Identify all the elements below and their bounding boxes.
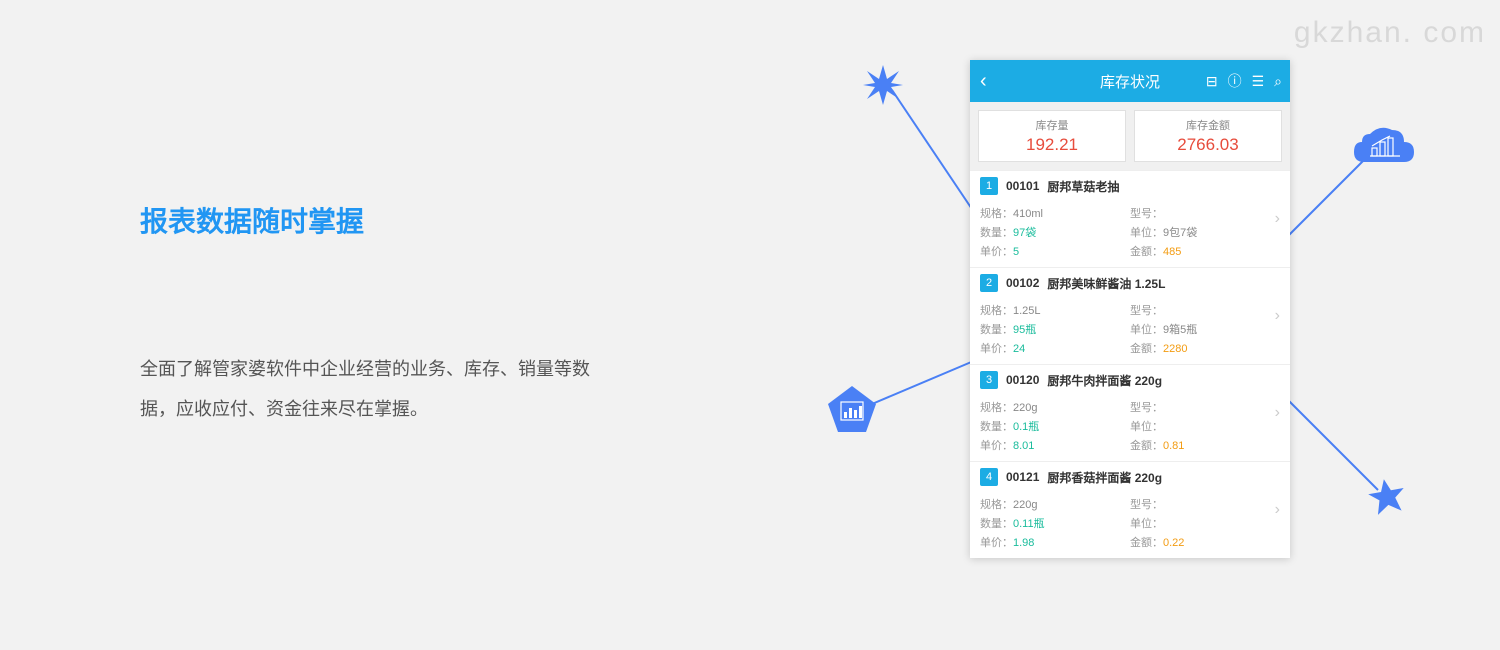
star-icon bbox=[1366, 476, 1408, 518]
spec-label: 规格： bbox=[980, 305, 1013, 317]
summary-value: 192.21 bbox=[979, 135, 1125, 155]
price-label: 单价： bbox=[980, 246, 1013, 258]
summary-stock-qty[interactable]: 库存量 192.21 bbox=[978, 110, 1126, 162]
spec-label: 规格： bbox=[980, 499, 1013, 511]
summary-label: 库存金额 bbox=[1135, 117, 1281, 133]
item-number-badge: 2 bbox=[980, 274, 998, 292]
model-label: 型号： bbox=[1130, 305, 1163, 317]
item-name: 厨邦香菇拌面酱 220g bbox=[1047, 469, 1162, 486]
price-value: 24 bbox=[1013, 343, 1025, 355]
item-details: 规格：220g 型号： 数量：0.1瓶 单位： 单价：8.01 金额：0.81 bbox=[970, 395, 1290, 461]
item-number-badge: 3 bbox=[980, 371, 998, 389]
phone-mockup: ‹ 库存状况 ⊟ ⓘ ☰ ⌕ 库存量 192.21 库存金额 2766.03 1… bbox=[970, 60, 1290, 558]
item-details: 规格：410ml 型号： 数量：97袋 单位：9包7袋 单价：5 金额：485 bbox=[970, 201, 1290, 267]
spec-value: 1.25L bbox=[1013, 305, 1041, 317]
qty-value: 97袋 bbox=[1013, 227, 1036, 239]
amount-value: 0.81 bbox=[1163, 440, 1184, 452]
feature-title: 报表数据随时掌握 bbox=[140, 200, 600, 240]
qty-label: 数量： bbox=[980, 227, 1013, 239]
info-icon[interactable]: ⓘ bbox=[1228, 71, 1242, 91]
list-icon[interactable]: ☰ bbox=[1252, 73, 1265, 90]
item-name: 厨邦牛肉拌面酱 220g bbox=[1047, 372, 1162, 389]
item-header: 1 00101 厨邦草菇老抽 bbox=[970, 171, 1290, 201]
item-name: 厨邦草菇老抽 bbox=[1047, 178, 1119, 195]
header-actions: ⊟ ⓘ ☰ ⌕ bbox=[1206, 71, 1282, 91]
item-details: 规格：1.25L 型号： 数量：95瓶 单位：9箱5瓶 单价：24 金额：228… bbox=[970, 298, 1290, 364]
chevron-right-icon: › bbox=[1275, 501, 1280, 519]
inventory-item[interactable]: 3 00120 厨邦牛肉拌面酱 220g 规格：220g 型号： 数量：0.1瓶… bbox=[970, 364, 1290, 461]
spec-value: 220g bbox=[1013, 499, 1037, 511]
amount-value: 0.22 bbox=[1163, 537, 1184, 549]
item-code: 00101 bbox=[1006, 179, 1039, 193]
feature-description: 全面了解管家婆软件中企业经营的业务、库存、销量等数据，应收应付、资金往来尽在掌握… bbox=[140, 350, 600, 429]
item-number-badge: 1 bbox=[980, 177, 998, 195]
price-value: 1.98 bbox=[1013, 537, 1034, 549]
cloud-chart-icon bbox=[1352, 120, 1416, 176]
unit-label: 单位： bbox=[1130, 324, 1163, 336]
chevron-right-icon: › bbox=[1275, 210, 1280, 228]
qty-value: 95瓶 bbox=[1013, 324, 1036, 336]
amount-label: 金额： bbox=[1130, 537, 1163, 549]
spec-label: 规格： bbox=[980, 402, 1013, 414]
amount-value: 485 bbox=[1163, 246, 1181, 258]
amount-label: 金额： bbox=[1130, 343, 1163, 355]
spec-value: 410ml bbox=[1013, 208, 1043, 220]
inventory-item[interactable]: 2 00102 厨邦美味鲜酱油 1.25L 规格：1.25L 型号： 数量：95… bbox=[970, 267, 1290, 364]
price-label: 单价： bbox=[980, 343, 1013, 355]
summary-row: 库存量 192.21 库存金额 2766.03 bbox=[970, 102, 1290, 170]
qty-value: 0.1瓶 bbox=[1013, 421, 1039, 433]
page-title: 库存状况 bbox=[1100, 71, 1160, 92]
model-label: 型号： bbox=[1130, 208, 1163, 220]
burst-icon bbox=[860, 62, 906, 108]
item-code: 00121 bbox=[1006, 470, 1039, 484]
model-label: 型号： bbox=[1130, 402, 1163, 414]
qty-label: 数量： bbox=[980, 518, 1013, 530]
item-number-badge: 4 bbox=[980, 468, 998, 486]
item-header: 4 00121 厨邦香菇拌面酱 220g bbox=[970, 462, 1290, 492]
scan-icon[interactable]: ⊟ bbox=[1206, 73, 1218, 90]
unit-value: 9箱5瓶 bbox=[1163, 324, 1197, 336]
chevron-right-icon: › bbox=[1275, 404, 1280, 422]
price-label: 单价： bbox=[980, 537, 1013, 549]
item-name: 厨邦美味鲜酱油 1.25L bbox=[1047, 275, 1165, 292]
qty-label: 数量： bbox=[980, 421, 1013, 433]
model-label: 型号： bbox=[1130, 499, 1163, 511]
unit-label: 单位： bbox=[1130, 421, 1163, 433]
price-value: 8.01 bbox=[1013, 440, 1034, 452]
amount-value: 2280 bbox=[1163, 343, 1187, 355]
qty-value: 0.11瓶 bbox=[1013, 518, 1045, 530]
item-header: 2 00102 厨邦美味鲜酱油 1.25L bbox=[970, 268, 1290, 298]
spec-label: 规格： bbox=[980, 208, 1013, 220]
summary-label: 库存量 bbox=[979, 117, 1125, 133]
item-code: 00120 bbox=[1006, 373, 1039, 387]
spec-value: 220g bbox=[1013, 402, 1037, 414]
watermark-text: gkzhan. com bbox=[1294, 16, 1486, 50]
app-header: ‹ 库存状况 ⊟ ⓘ ☰ ⌕ bbox=[970, 60, 1290, 102]
inventory-item[interactable]: 4 00121 厨邦香菇拌面酱 220g 规格：220g 型号： 数量：0.11… bbox=[970, 461, 1290, 558]
unit-label: 单位： bbox=[1130, 518, 1163, 530]
item-details: 规格：220g 型号： 数量：0.11瓶 单位： 单价：1.98 金额：0.22 bbox=[970, 492, 1290, 558]
summary-stock-amount[interactable]: 库存金额 2766.03 bbox=[1134, 110, 1282, 162]
inventory-item[interactable]: 1 00101 厨邦草菇老抽 规格：410ml 型号： 数量：97袋 单位：9包… bbox=[970, 170, 1290, 267]
pentagon-chart-icon bbox=[826, 384, 878, 436]
feature-text-block: 报表数据随时掌握 全面了解管家婆软件中企业经营的业务、库存、销量等数据，应收应付… bbox=[140, 200, 600, 429]
inventory-list: 1 00101 厨邦草菇老抽 规格：410ml 型号： 数量：97袋 单位：9包… bbox=[970, 170, 1290, 558]
amount-label: 金额： bbox=[1130, 440, 1163, 452]
unit-value: 9包7袋 bbox=[1163, 227, 1197, 239]
amount-label: 金额： bbox=[1130, 246, 1163, 258]
unit-label: 单位： bbox=[1130, 227, 1163, 239]
price-label: 单价： bbox=[980, 440, 1013, 452]
item-header: 3 00120 厨邦牛肉拌面酱 220g bbox=[970, 365, 1290, 395]
item-code: 00102 bbox=[1006, 276, 1039, 290]
chevron-right-icon: › bbox=[1275, 307, 1280, 325]
search-icon[interactable]: ⌕ bbox=[1274, 73, 1282, 90]
summary-value: 2766.03 bbox=[1135, 135, 1281, 155]
qty-label: 数量： bbox=[980, 324, 1013, 336]
price-value: 5 bbox=[1013, 246, 1019, 258]
back-button[interactable]: ‹ bbox=[980, 70, 987, 93]
